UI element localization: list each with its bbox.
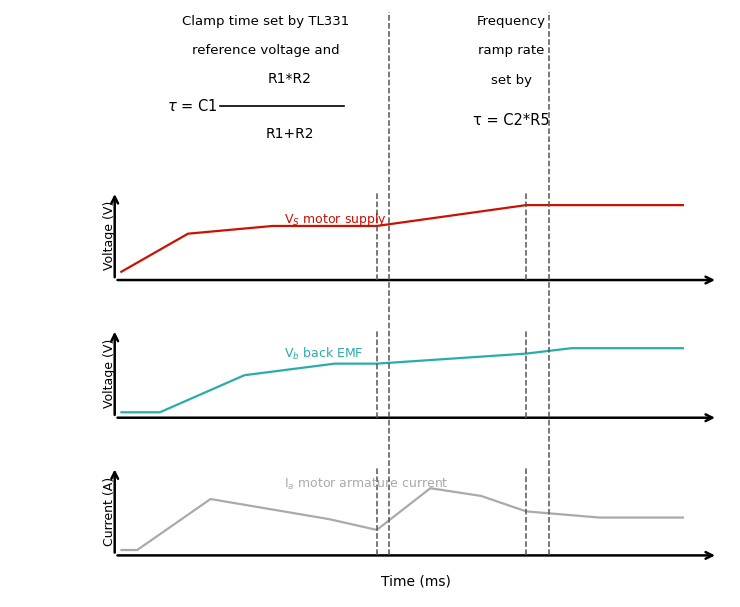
Y-axis label: Voltage (V): Voltage (V) (103, 201, 115, 270)
Text: ramp rate: ramp rate (478, 44, 545, 57)
Text: R1*R2: R1*R2 (268, 72, 312, 86)
Text: V$_b$ back EMF: V$_b$ back EMF (283, 346, 363, 362)
Text: I$_a$ motor armature current: I$_a$ motor armature current (283, 476, 448, 492)
Text: Clamp time set by TL331: Clamp time set by TL331 (182, 15, 349, 28)
Y-axis label: Voltage (V): Voltage (V) (103, 339, 115, 408)
Text: Time (ms): Time (ms) (381, 575, 451, 589)
Text: Frequency: Frequency (477, 15, 545, 28)
Text: R1+R2: R1+R2 (266, 127, 314, 141)
Text: τ = C2*R5: τ = C2*R5 (473, 114, 550, 128)
Text: reference voltage and: reference voltage and (192, 44, 340, 57)
Y-axis label: Current (A): Current (A) (103, 476, 115, 546)
Text: V$_S$ motor supply: V$_S$ motor supply (283, 211, 386, 228)
Text: set by: set by (491, 73, 532, 87)
Text: $\tau$ = C1: $\tau$ = C1 (167, 98, 218, 114)
